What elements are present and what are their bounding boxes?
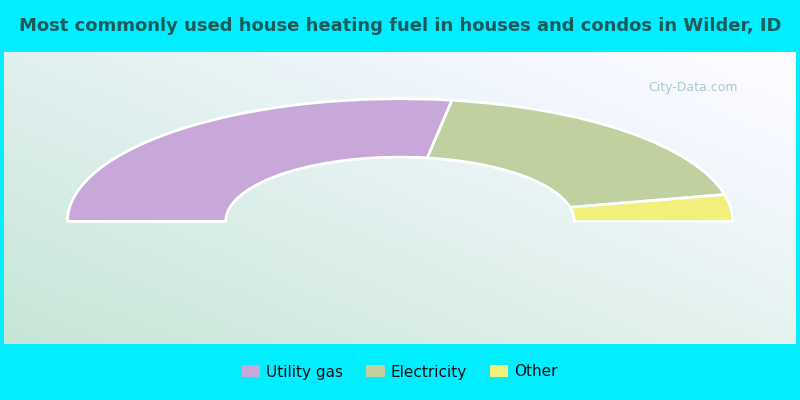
Text: Most commonly used house heating fuel in houses and condos in Wilder, ID: Most commonly used house heating fuel in… bbox=[18, 17, 782, 35]
Text: City-Data.com: City-Data.com bbox=[648, 81, 738, 94]
Wedge shape bbox=[67, 99, 452, 221]
Wedge shape bbox=[427, 100, 725, 207]
Wedge shape bbox=[570, 195, 733, 221]
Legend: Utility gas, Electricity, Other: Utility gas, Electricity, Other bbox=[236, 358, 564, 386]
